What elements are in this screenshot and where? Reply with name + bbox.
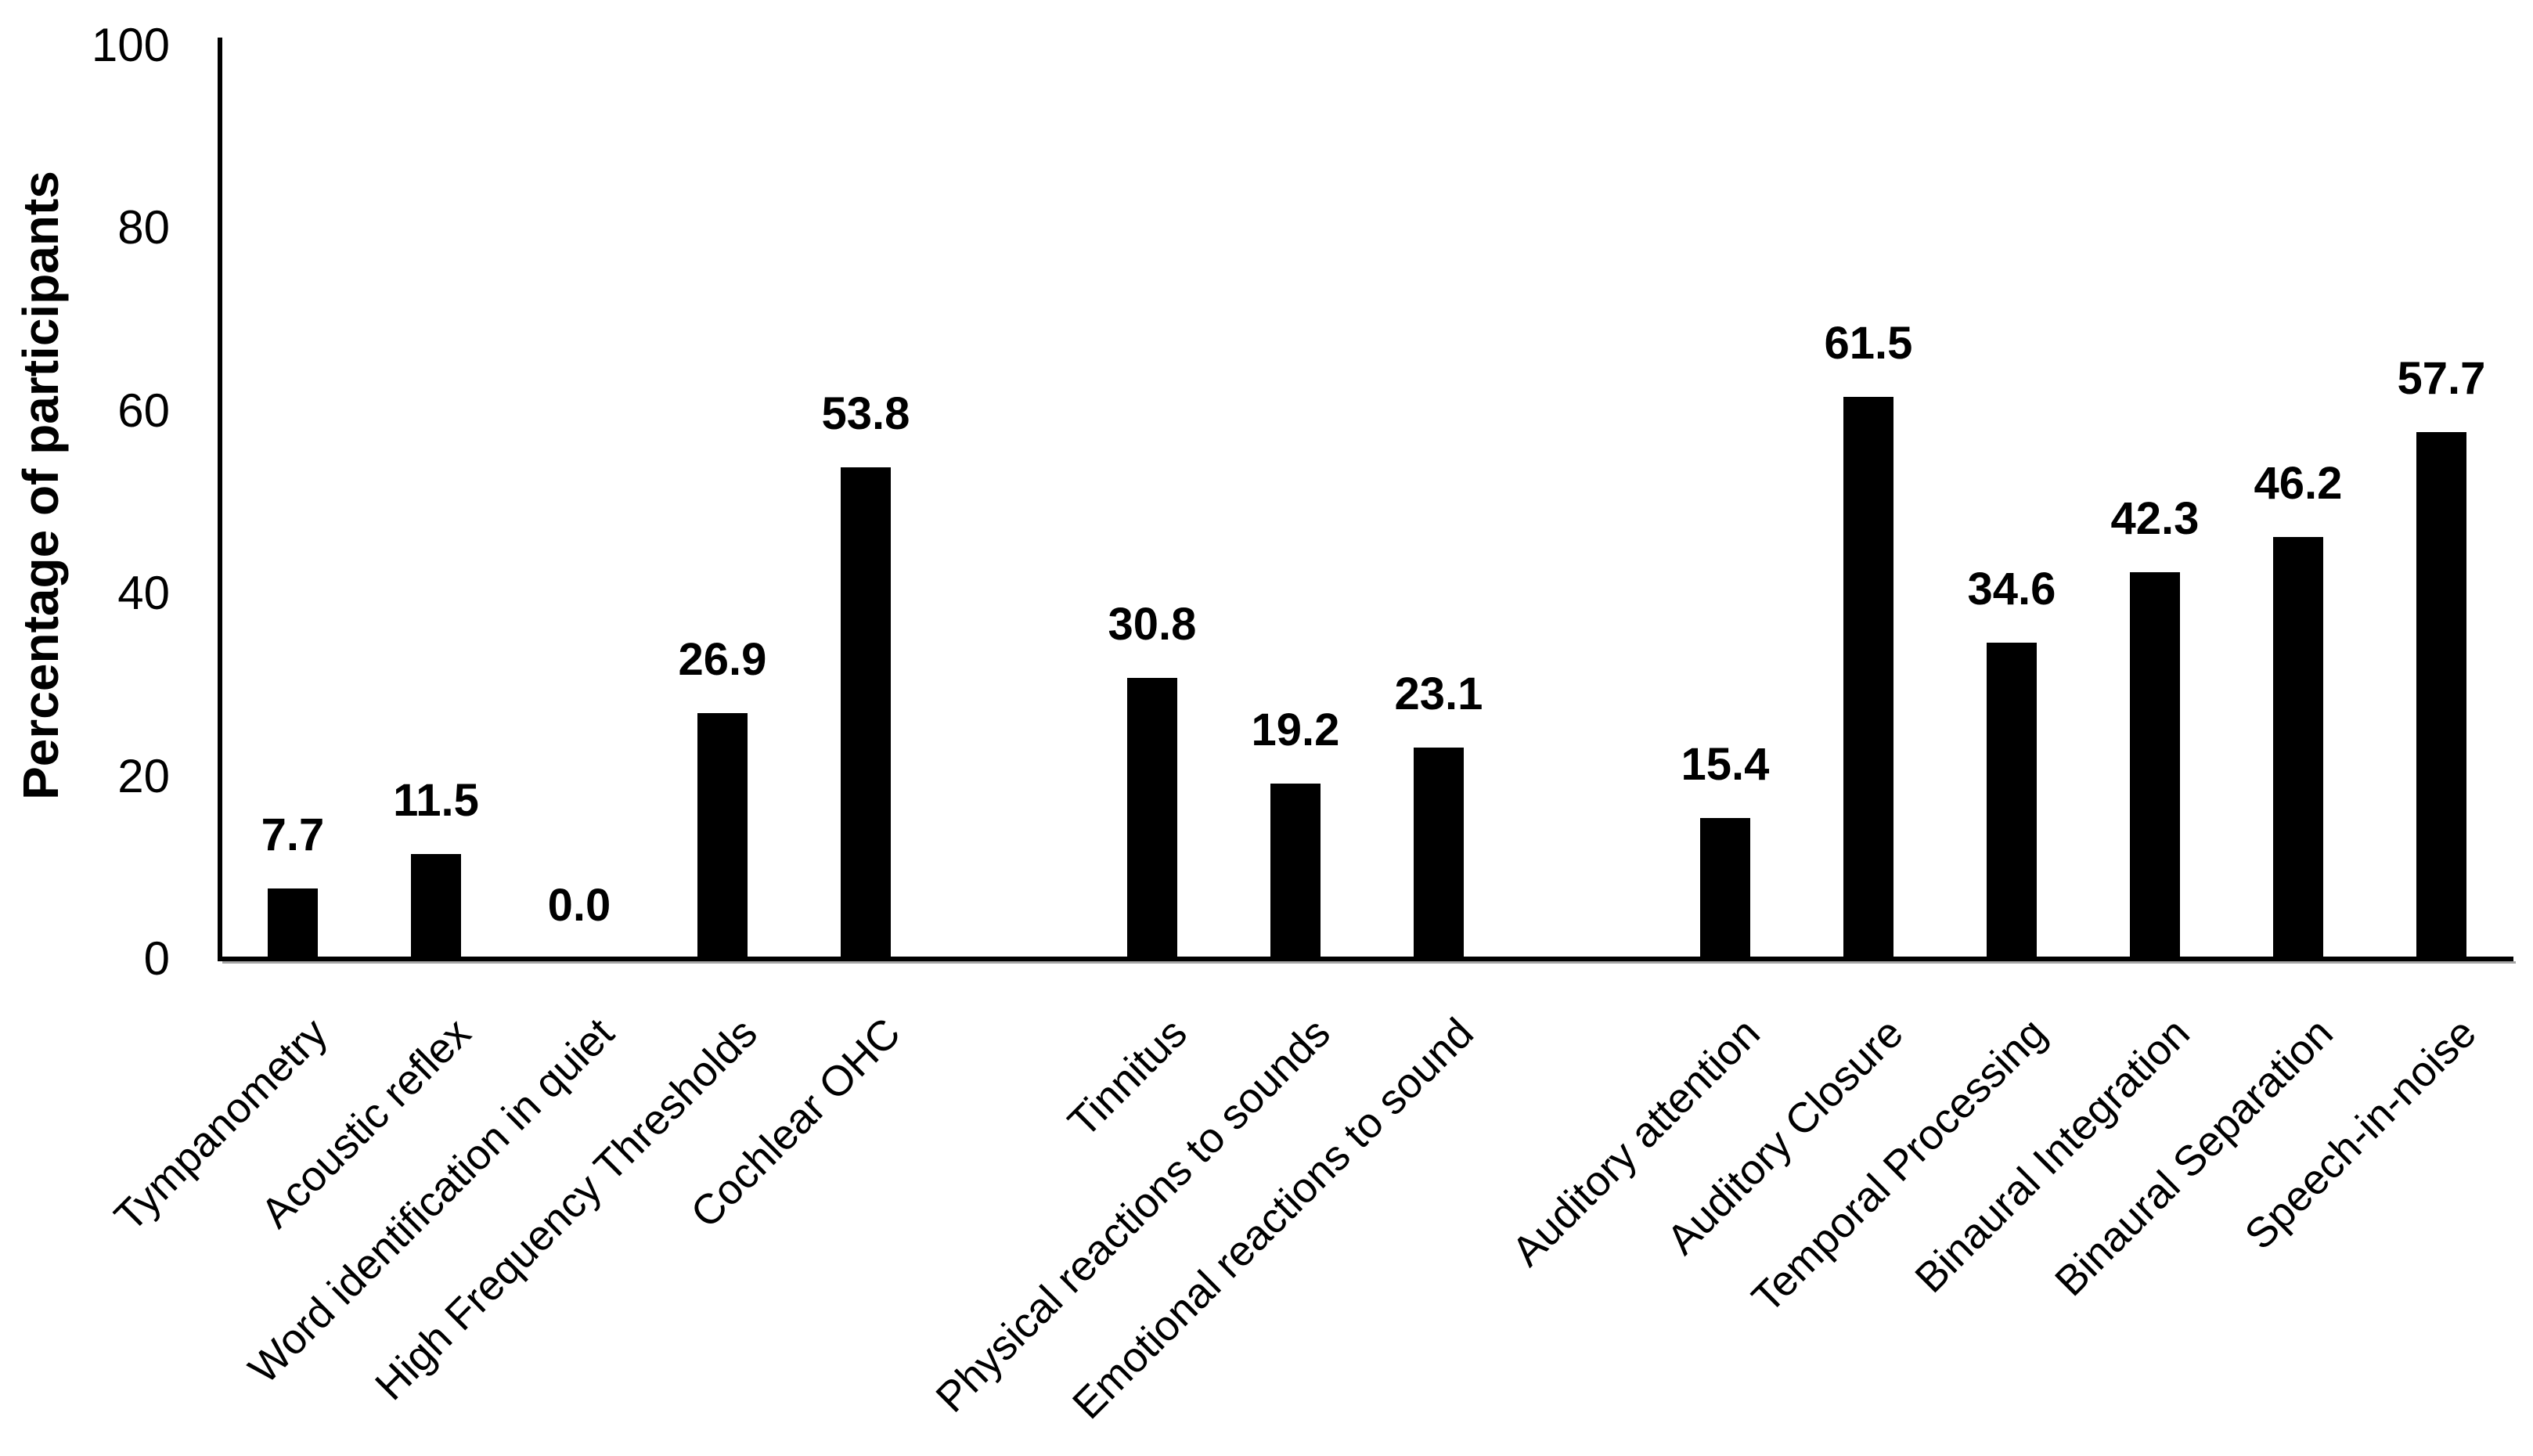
bar-value-label: 11.5 [393, 774, 479, 826]
bar-value-label: 23.1 [1394, 669, 1483, 720]
bar [2273, 536, 2323, 961]
bar-value-label: 30.8 [1108, 598, 1197, 650]
bar [1843, 397, 1893, 961]
bar-value-label: 42.3 [2110, 493, 2200, 545]
y-tick-label: 100 [91, 19, 170, 71]
bar-value-label: 0.0 [547, 880, 611, 931]
bar-value-label: 53.8 [821, 388, 910, 440]
y-axis-line [218, 38, 222, 961]
bar-value-label: 26.9 [678, 634, 767, 686]
bar [411, 853, 461, 961]
bar-value-label: 15.4 [1681, 739, 1770, 791]
y-tick-label: 0 [143, 932, 170, 985]
bar [2416, 431, 2466, 961]
y-tick-label: 80 [117, 201, 170, 254]
bar-value-label: 34.6 [1967, 564, 2056, 615]
bar-value-label: 57.7 [2397, 352, 2486, 404]
bar [1270, 783, 1321, 961]
y-tick-label: 20 [117, 749, 170, 802]
bar-value-label: 61.5 [1824, 318, 1913, 369]
y-tick-label: 40 [117, 567, 170, 620]
x-category-label: Speech-in-noise [2236, 1009, 2485, 1259]
bar [841, 467, 891, 961]
bar [1127, 677, 1177, 961]
bar-value-label: 46.2 [2254, 457, 2343, 509]
bar [1414, 748, 1464, 961]
bar [1700, 818, 1750, 961]
bar-value-label: 19.2 [1251, 704, 1340, 755]
bar [697, 713, 748, 961]
y-tick-label: 60 [117, 384, 170, 437]
y-axis-title: Percentage of participants [13, 171, 69, 800]
bar-value-label: 7.7 [261, 809, 325, 861]
bar [1987, 643, 2037, 961]
x-axis-line [218, 957, 2513, 961]
bar [2130, 572, 2180, 961]
bar [268, 888, 318, 961]
x-axis-shadow-line [222, 961, 2516, 964]
